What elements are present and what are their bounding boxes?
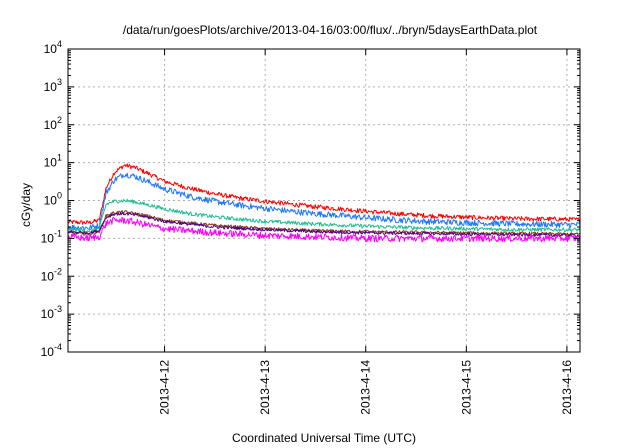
y-tick-label: 103 [44, 77, 62, 94]
series-line-6 [67, 216, 581, 243]
y-tick-exponent: 3 [57, 77, 62, 87]
series-line-5 [67, 211, 581, 238]
y-tick-label: 100 [44, 191, 62, 208]
y-tick-base: 10 [44, 194, 58, 208]
data-series [67, 163, 581, 243]
y-tick-exponent: 2 [57, 115, 62, 125]
y-tick-base: 10 [41, 307, 55, 321]
y-tick-base: 10 [41, 269, 55, 283]
y-tick-exponent: 1 [57, 153, 62, 163]
y-tick-label: 10-4 [41, 342, 62, 359]
y-tick-label: 102 [44, 115, 62, 132]
gridlines [68, 49, 580, 352]
x-tick-label: 2013-4-12 [158, 360, 172, 415]
y-tick-base: 10 [44, 42, 58, 56]
y-tick-label: 104 [44, 39, 62, 56]
y-tick-label: 101 [44, 153, 62, 170]
y-tick-label: 10-3 [41, 304, 62, 321]
y-tick-exponent: 0 [57, 191, 62, 201]
y-tick-base: 10 [44, 80, 58, 94]
x-tick-label: 2013-4-13 [258, 360, 272, 415]
y-tick-exponent: -2 [54, 266, 62, 276]
y-tick-base: 10 [44, 156, 58, 170]
series-line-3 [67, 198, 581, 233]
y-tick-label: 10-2 [41, 266, 62, 283]
y-tick-label: 10-1 [41, 228, 62, 245]
series-line-1 [67, 163, 581, 225]
x-tick-label: 2013-4-15 [459, 360, 473, 415]
x-tick-label: 2013-4-16 [560, 360, 574, 415]
y-tick-base: 10 [41, 345, 55, 359]
y-tick-exponent: -3 [54, 304, 62, 314]
series-line-2 [67, 172, 581, 231]
chart-title: /data/run/goesPlots/archive/2013-04-16/0… [123, 23, 538, 37]
x-tick-label: 2013-4-14 [359, 360, 373, 415]
y-tick-base: 10 [44, 118, 58, 132]
x-axis-label: Coordinated Universal Time (UTC) [232, 431, 416, 445]
y-tick-base: 10 [41, 231, 55, 245]
x-axis-ticks: 2013-4-12 2013-4-13 2013-4-14 2013-4-15 2013… [158, 49, 574, 415]
y-axis-label: cGy/day [19, 183, 33, 227]
y-tick-exponent: -1 [54, 228, 62, 238]
y-tick-exponent: 4 [57, 39, 62, 49]
y-tick-exponent: -4 [54, 342, 62, 352]
